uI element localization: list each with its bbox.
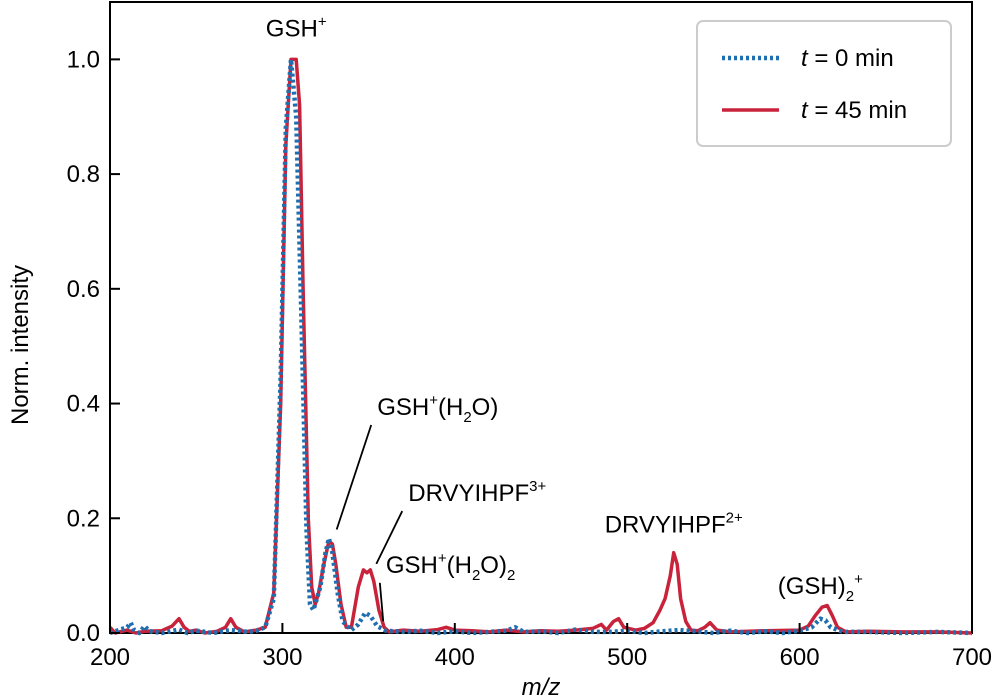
x-axis-label: m/z — [522, 674, 561, 700]
annotation-segment: GSH — [386, 552, 438, 579]
annotation-segment: DRVYIHPF — [605, 512, 726, 539]
legend-label-value: = 0 min — [808, 45, 894, 72]
x-tick-label: 400 — [435, 644, 475, 671]
series-layer — [108, 57, 973, 636]
series-line-t0 — [109, 57, 973, 636]
x-tick-label: 600 — [780, 644, 820, 671]
annotation-segment: 2 — [507, 567, 515, 584]
y-tick-label: 0.8 — [67, 161, 100, 188]
legend-label-value: = 45 min — [808, 97, 907, 124]
legend-label: t = 0 min — [801, 45, 894, 72]
legend-label-variable: t — [801, 45, 809, 72]
x-tick-label: 200 — [90, 644, 130, 671]
annotation-segment: + — [854, 571, 863, 588]
annotation-segment: (H — [447, 552, 472, 579]
annotation-segment: O) — [480, 552, 507, 579]
peak-annotation: GSH+(H2O)2 — [386, 550, 515, 584]
annotation-segment: 2 — [463, 409, 471, 426]
annotation-segment: 2 — [846, 588, 854, 605]
x-tick-label: 500 — [607, 644, 647, 671]
y-axis: 0.0 0.2 0.4 0.6 0.8 1.0 — [67, 46, 120, 647]
y-axis-label: Norm. intensity — [7, 265, 34, 425]
annotation-segment: GSH — [266, 15, 318, 42]
annotation-segment: O) — [472, 394, 499, 421]
peak-annotation: DRVYIHPF2+ — [605, 510, 743, 539]
legend-label-variable: t — [801, 97, 809, 124]
annotation-segment: GSH — [377, 394, 429, 421]
legend-label: t = 45 min — [801, 97, 907, 124]
annotation-segment: (GSH) — [778, 573, 846, 600]
legend-box — [696, 20, 952, 147]
x-axis: 200 300 400 500 600 700 — [90, 623, 992, 671]
annotation-leader-line — [335, 424, 373, 530]
annotation-segment: + — [438, 550, 447, 567]
annotation-segment: + — [429, 392, 438, 409]
annotation-segment: DRVYIHPF — [408, 480, 529, 507]
peak-annotation: GSH+(H2O) — [377, 392, 498, 426]
series-line-t45 — [108, 57, 973, 635]
peak-annotation: GSH+ — [266, 13, 327, 42]
plot-frame — [109, 1, 973, 634]
annotation-leader-line — [375, 510, 404, 565]
annotation-leader-line — [378, 582, 385, 622]
annotation-segment: (H — [438, 394, 463, 421]
x-tick-label: 300 — [262, 644, 302, 671]
annotation-segment: + — [318, 13, 327, 30]
peak-annotation: (GSH)2+ — [778, 571, 863, 605]
peak-annotation: DRVYIHPF3+ — [408, 478, 546, 507]
annotation-layer: GSH+GSH+(H2O)DRVYIHPF3+GSH+(H2O)2DRVYIHP… — [266, 13, 863, 622]
plot-area — [109, 1, 973, 634]
y-tick-label: 0.6 — [67, 276, 100, 303]
annotation-segment: 2+ — [726, 510, 743, 527]
y-tick-label: 1.0 — [67, 46, 100, 73]
annotation-segment: 3+ — [529, 478, 546, 495]
y-tick-label: 0.2 — [67, 505, 100, 532]
annotation-segment: 2 — [472, 567, 480, 584]
x-tick-label: 700 — [952, 644, 992, 671]
y-tick-label: 0.0 — [67, 620, 100, 647]
y-tick-label: 0.4 — [67, 391, 100, 418]
